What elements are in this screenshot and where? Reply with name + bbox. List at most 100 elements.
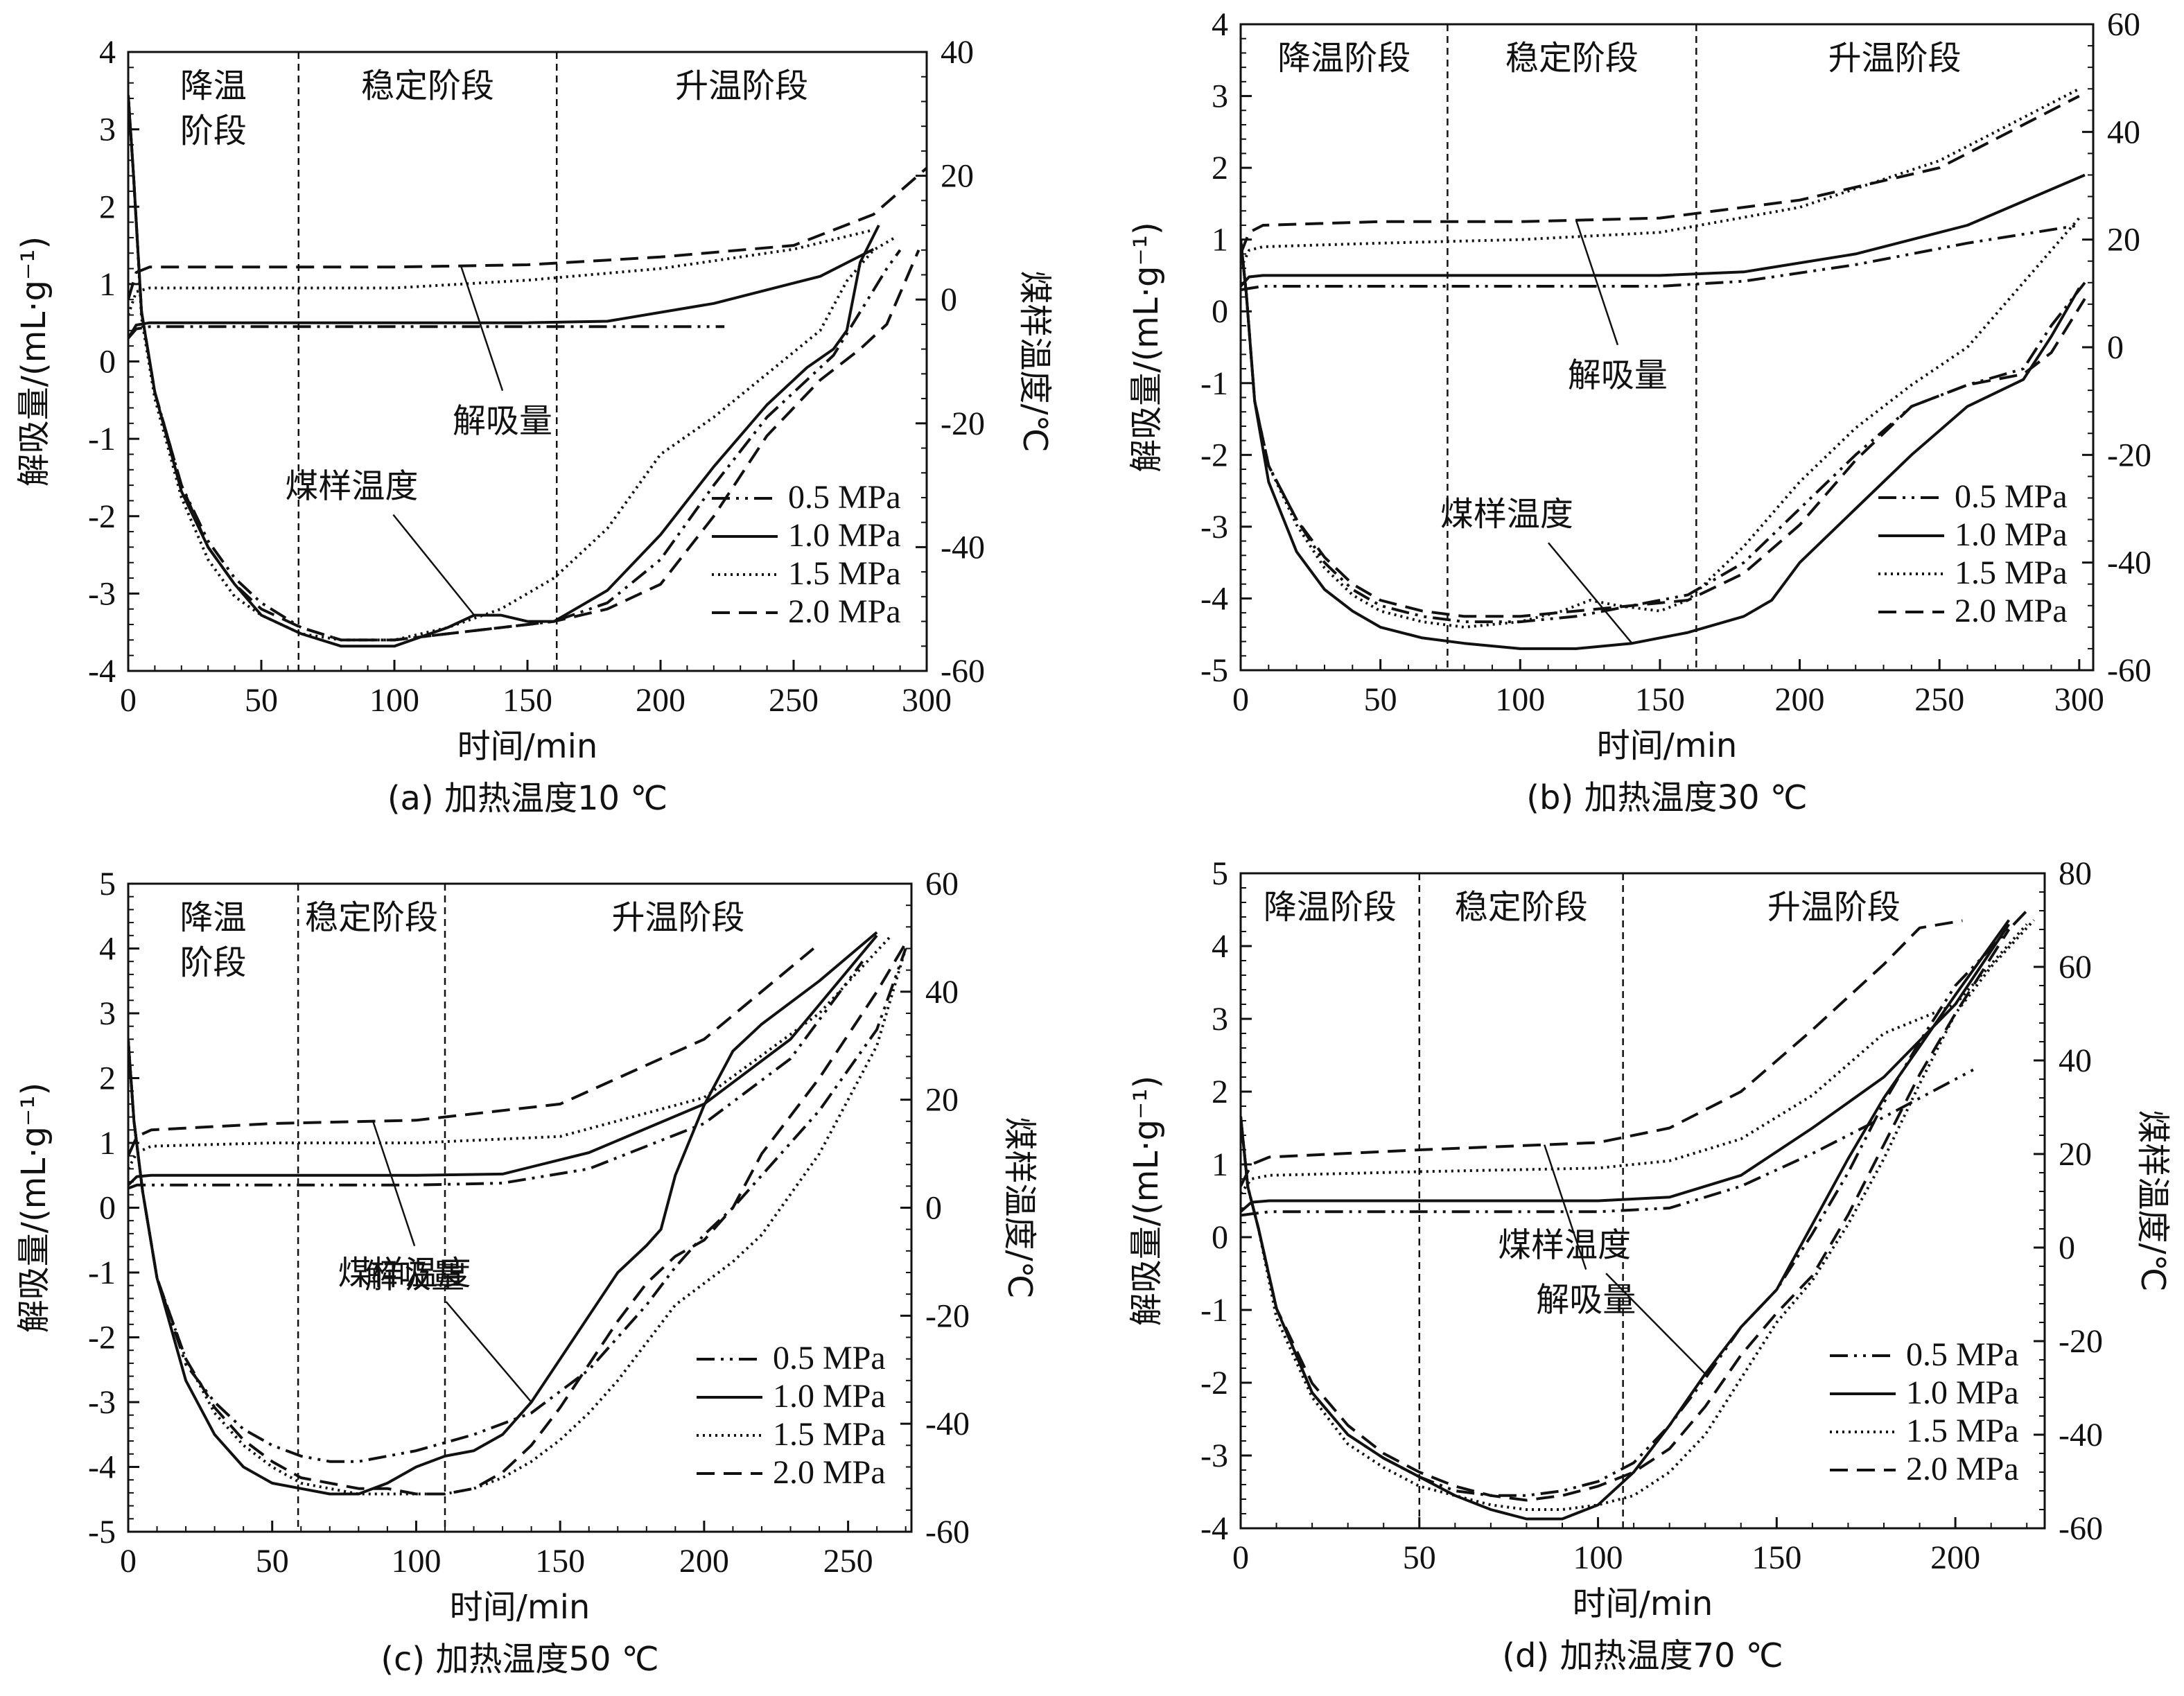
panel-caption: (d) 加热温度70 ℃ (1502, 1636, 1783, 1675)
desorption-leader-line (1575, 220, 1619, 346)
temperature-line-10MPa (128, 95, 880, 648)
y-tick-label: -4 (88, 1449, 116, 1486)
desorption-line-15MPa (128, 228, 874, 316)
y-axis-label: 解吸量/(mL·g⁻¹) (1127, 1076, 1166, 1326)
stage-label-stable: 稳定阶段 (361, 67, 494, 105)
stage-label-stable: 稳定阶段 (305, 898, 438, 937)
chart-panel-3: 0 50 100 150 200 -4 -3 -2 -1 0 1 2 3 4 5 -60 -40 -20 0 20 40… (1127, 855, 2172, 1675)
desorption-line-05MPa (1241, 224, 2080, 292)
desorption-line-10MPa (1241, 173, 2086, 288)
x-tick-label: 200 (1775, 681, 1825, 718)
y-axis-label: 解吸量/(mL·g⁻¹) (15, 236, 53, 487)
stage-label-cooling: 降温阶段 (1264, 888, 1397, 927)
y-tick-label: -2 (1200, 437, 1228, 473)
y-tick-label: 1 (99, 266, 116, 303)
stage-label-stable: 稳定阶段 (1505, 39, 1639, 78)
y-tick-label: 4 (1212, 6, 1228, 43)
y-tick-label: 2 (99, 1060, 116, 1097)
y2-axis-label: 煤样温度/℃ (1000, 1117, 1039, 1298)
desorption-line-10MPa (1241, 923, 2011, 1213)
x-tick-label: 100 (391, 1543, 441, 1580)
desorption-line-15MPa (1241, 923, 2028, 1195)
y2-axis-label: 煤样温度/℃ (2133, 1110, 2172, 1291)
desorption-curve-label: 解吸量 (1536, 1281, 1636, 1320)
y-tick-label: -5 (88, 1514, 116, 1550)
temperature-line-15MPa (128, 95, 896, 642)
desorption-leader-line (1544, 1144, 1587, 1270)
y2-tick-label: -40 (941, 529, 985, 566)
legend-label: 1.5 MPa (788, 555, 901, 592)
desorption-curve-label: 解吸量 (1568, 356, 1668, 395)
legend-label: 2.0 MPa (788, 593, 901, 630)
temperature-line-20MPa (1241, 239, 2086, 618)
x-tick-label: 300 (902, 682, 952, 719)
stage-label-cooling: 降温 (180, 67, 247, 105)
y2-tick-label: 40 (941, 34, 974, 71)
y-tick-label: 2 (1212, 150, 1228, 186)
y-tick-label: 1 (99, 1125, 116, 1162)
panel-caption: (b) 加热温度30 ℃ (1526, 778, 1807, 817)
y2-tick-label: -40 (925, 1406, 970, 1442)
y-tick-label: 2 (1212, 1074, 1228, 1110)
y-tick-label: -1 (88, 421, 116, 457)
y-tick-label: 0 (1212, 1219, 1228, 1256)
legend-label: 1.5 MPa (1955, 554, 2068, 591)
legend-label: 0.5 MPa (788, 479, 901, 516)
desorption-line-05MPa (128, 961, 864, 1190)
plot-area (1241, 87, 2086, 650)
y-tick-label: 5 (1212, 855, 1228, 892)
y-tick-label: -4 (88, 653, 116, 690)
y-tick-label: 4 (99, 931, 116, 968)
stage-label-heating: 升温阶段 (611, 898, 744, 937)
y2-tick-label: -60 (2059, 1510, 2103, 1547)
x-tick-label: 200 (679, 1543, 729, 1580)
y-tick-label: 3 (1212, 1001, 1228, 1038)
desorption-curve-label: 解吸量 (453, 402, 552, 441)
y-tick-label: -1 (1200, 365, 1228, 402)
y-tick-label: -5 (1200, 652, 1228, 689)
stage-label-cooling: 降温阶段 (1277, 39, 1410, 78)
y-tick-label: -3 (88, 1384, 116, 1421)
y2-tick-label: 60 (2107, 6, 2140, 43)
y2-tick-label: 20 (925, 1082, 959, 1119)
legend-label: 2.0 MPa (1955, 593, 2068, 629)
stage-label-cooling: 降温 (180, 898, 247, 937)
y2-tick-label: 40 (2107, 114, 2140, 150)
chart-panel-0: 0 50 100 150 200 250 300-4-3-2-101234-60-40-20… (15, 34, 1054, 818)
temperature-curve-label: 煤样温度 (1440, 495, 1573, 534)
panel-caption: (c) 加热温度50 ℃ (381, 1640, 658, 1679)
x-axis-label: 时间/min (1597, 726, 1738, 765)
temperature-line-05MPa (128, 95, 902, 642)
legend-label: 1.0 MPa (788, 517, 901, 554)
x-axis-label: 时间/min (457, 727, 598, 766)
x-tick-label: 250 (1914, 681, 1964, 718)
y2-tick-label: 80 (2059, 855, 2092, 892)
x-tick-label: 100 (1495, 681, 1545, 718)
desorption-line-10MPa (128, 247, 875, 340)
x-axis-label: 时间/min (1573, 1584, 1713, 1623)
temperature-line-15MPa (1241, 217, 2081, 629)
legend-label: 1.5 MPa (1906, 1413, 2019, 1449)
x-tick-label: 300 (2054, 681, 2104, 718)
y-tick-label: -2 (88, 1320, 116, 1356)
x-tick-label: 250 (769, 682, 819, 719)
temperature-line-10MPa (1241, 239, 2081, 650)
y2-tick-label: 40 (925, 974, 959, 1011)
y2-tick-label: -40 (2107, 545, 2151, 582)
y2-tick-label: 0 (2107, 329, 2124, 366)
y-tick-label: 0 (99, 1190, 116, 1227)
temperature-leader-line (445, 1301, 532, 1403)
y2-tick-label: -40 (2059, 1417, 2103, 1453)
chart-panel-2: 0 50 100 150 200 250-5-4-3-2-1012345-60-40-20… (15, 866, 1039, 1679)
y-tick-label: -4 (1200, 1510, 1228, 1547)
y-tick-label: -3 (1200, 1437, 1228, 1474)
x-tick-label: 0 (1232, 1539, 1249, 1576)
y-tick-label: 5 (99, 866, 116, 902)
y2-tick-label: 40 (2059, 1042, 2092, 1079)
legend-label: 1.0 MPa (1955, 516, 2068, 553)
y-tick-label: -2 (1200, 1365, 1228, 1401)
